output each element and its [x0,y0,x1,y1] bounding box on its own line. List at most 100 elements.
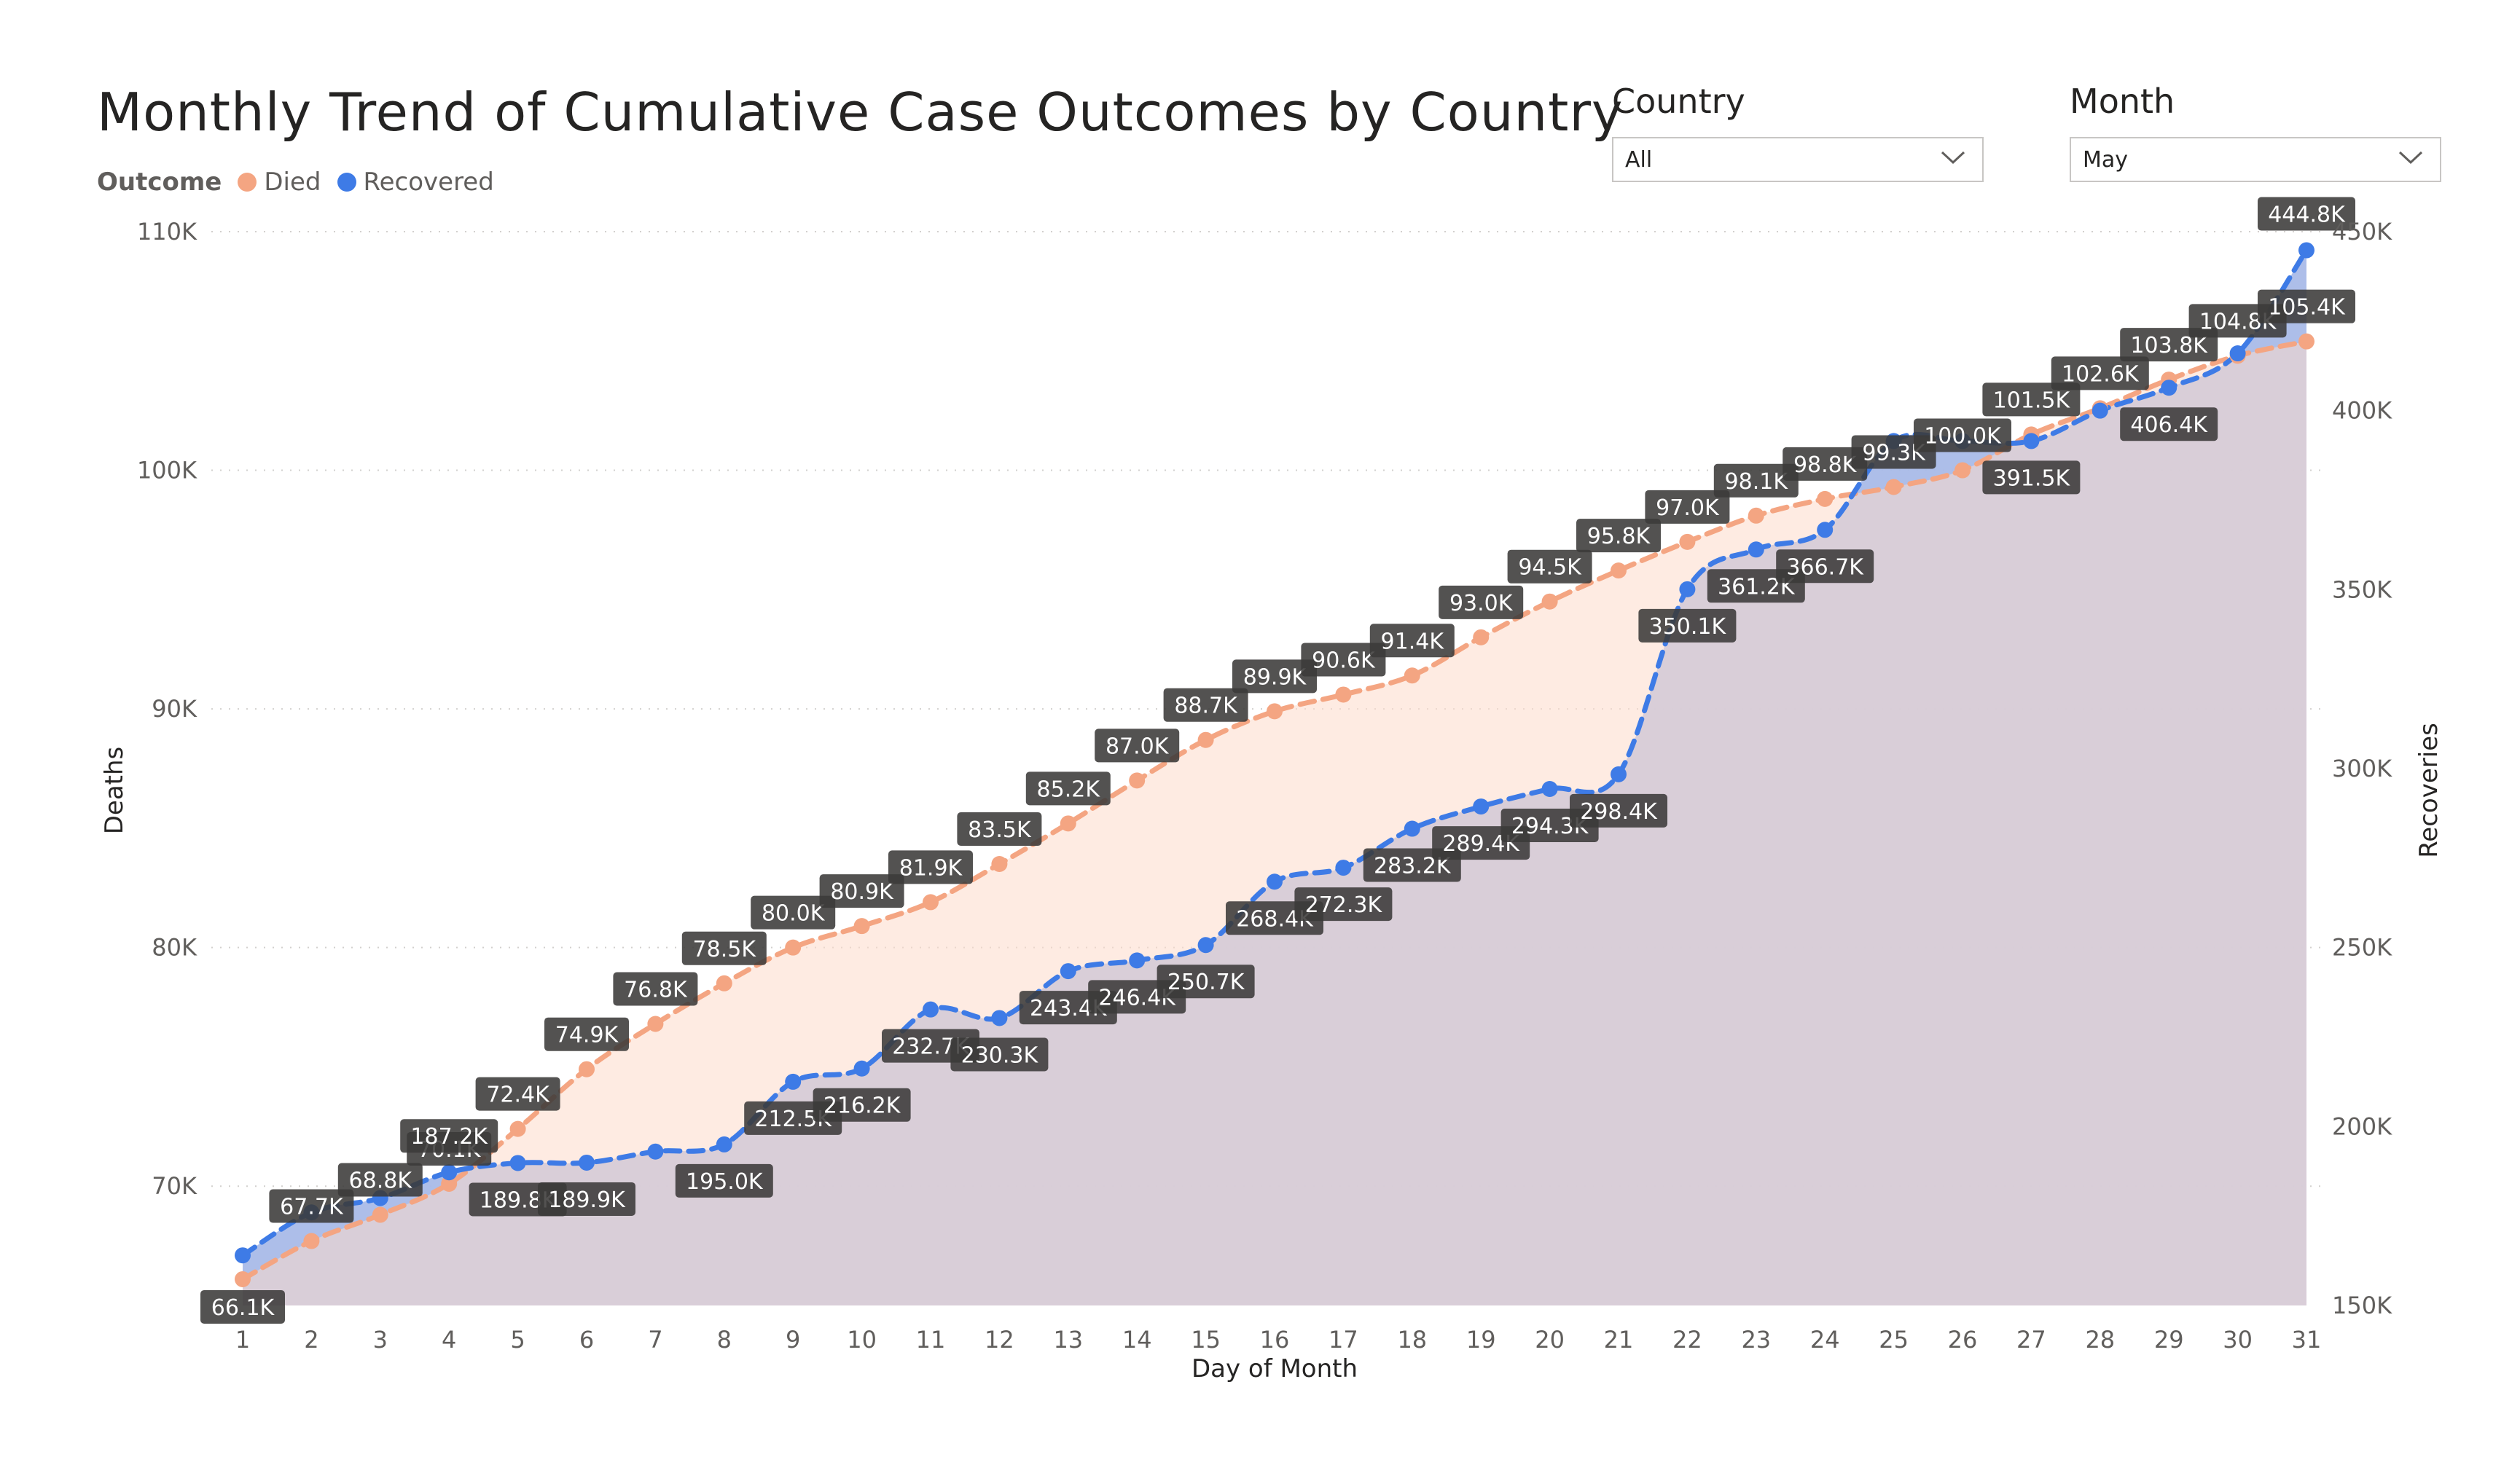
recovered-point[interactable] [1679,581,1696,597]
recovered-data-label-text: 406.4K [2130,412,2208,438]
died-data-label-text: 87.0K [1106,734,1170,759]
recovered-data-label-text: 350.1K [1649,614,1727,640]
x-tick-label: 20 [1535,1326,1565,1354]
died-data-label-bg [1713,463,1799,498]
died-point[interactable] [1197,731,1214,748]
legend-item-recovered[interactable]: Recovered [337,168,494,197]
recovered-point[interactable] [1335,860,1352,876]
died-data-label-text: 90.6K [1312,648,1376,673]
died-point[interactable] [509,1120,526,1137]
died-data-label: 94.5K [1507,549,1592,584]
recovered-data-label-text: 230.3K [961,1042,1039,1068]
recovered-point[interactable] [1129,952,1146,969]
recovered-point[interactable] [2023,433,2040,449]
died-point[interactable] [1954,462,1971,479]
died-data-label-text: 81.9K [899,855,963,881]
recovered-point[interactable] [579,1154,595,1171]
died-point[interactable] [1679,533,1696,550]
died-data-label-bg [2051,356,2149,390]
died-point[interactable] [579,1061,595,1077]
died-data-label-bg [1301,643,1386,677]
died-data-label: 89.9K [1232,659,1317,694]
died-point[interactable] [1335,686,1352,703]
died-point[interactable] [372,1206,388,1223]
x-tick-label: 21 [1604,1326,1634,1354]
died-data-label-bg [1645,490,1730,524]
legend-item-died[interactable]: Died [238,168,321,197]
recovered-point[interactable] [441,1164,458,1181]
month-dropdown[interactable]: May [2070,137,2441,182]
died-data-label-text: 94.5K [1518,555,1582,581]
died-point[interactable] [1748,507,1764,524]
died-data-label-text: 89.9K [1243,664,1307,690]
recovered-point[interactable] [1748,541,1764,558]
recovered-point[interactable] [2298,242,2314,259]
died-point[interactable] [1817,490,1834,507]
y2-tick-label: 300K [2332,755,2392,782]
recovered-point[interactable] [1267,873,1283,890]
recovered-point[interactable] [509,1155,526,1171]
x-tick-label: 28 [2085,1326,2115,1354]
recovered-point[interactable] [1197,937,1214,954]
recovered-point[interactable] [991,1010,1008,1026]
country-dropdown[interactable]: All [1612,137,1984,182]
died-point[interactable] [716,975,732,991]
died-data-label: 72.4K [475,1077,560,1111]
x-tick-label: 31 [2292,1326,2322,1354]
died-data-label-text: 93.0K [1449,591,1514,616]
died-data-label-text: 85.2K [1037,777,1101,802]
recovered-point[interactable] [1817,522,1834,538]
x-tick-label: 7 [648,1326,662,1354]
died-data-label: 87.0K [1095,728,1180,763]
recovered-point[interactable] [1060,963,1076,980]
died-point[interactable] [1129,772,1146,789]
recovered-data-label-text: 187.2K [410,1124,488,1150]
died-point[interactable] [1611,562,1627,579]
recovered-point[interactable] [235,1247,251,1264]
recovered-point[interactable] [1611,766,1627,782]
y2-tick-label: 350K [2332,576,2392,603]
died-data-label: 93.0K [1439,585,1524,619]
recovered-data-label: 187.2K [400,1119,498,1153]
recovered-point[interactable] [1473,798,1490,815]
died-point[interactable] [853,918,870,935]
x-tick-label: 9 [786,1326,800,1354]
recovered-point[interactable] [853,1060,870,1077]
died-point[interactable] [991,856,1008,873]
died-data-label-bg [1095,728,1180,763]
died-data-label-bg [1163,688,1248,722]
recovered-data-label: 298.4K [1570,793,1667,828]
died-point[interactable] [1267,703,1283,720]
recovered-point[interactable] [923,1001,939,1018]
recovered-point[interactable] [2229,345,2246,362]
recovered-point[interactable] [2161,380,2177,396]
died-point[interactable] [785,939,802,956]
recovered-data-label-bg [2120,407,2218,441]
month-dropdown-value: May [2083,146,2129,173]
died-point[interactable] [923,894,939,911]
recovered-data-label-bg [1294,887,1393,922]
died-point[interactable] [647,1016,664,1032]
recovered-point[interactable] [1404,820,1420,837]
recovered-point[interactable] [785,1073,802,1090]
died-point[interactable] [303,1233,320,1249]
died-point[interactable] [2298,333,2314,350]
recovered-data-label-text: 250.7K [1167,970,1245,995]
died-data-label-text: 98.8K [1793,452,1858,478]
recovered-point[interactable] [2091,402,2108,419]
died-point[interactable] [235,1271,251,1287]
recovered-point[interactable] [716,1136,732,1152]
died-point[interactable] [441,1175,458,1192]
died-data-label-bg [269,1189,354,1223]
died-point[interactable] [1473,629,1490,645]
died-data-label: 80.9K [819,874,904,908]
recovered-point[interactable] [647,1143,664,1160]
died-data-label-bg [613,972,698,1006]
died-point[interactable] [1541,593,1558,610]
died-point[interactable] [1060,815,1076,832]
died-point[interactable] [1404,667,1420,684]
died-point[interactable] [1885,479,1902,495]
recovered-point[interactable] [1541,781,1558,798]
x-tick-label: 8 [717,1326,732,1354]
